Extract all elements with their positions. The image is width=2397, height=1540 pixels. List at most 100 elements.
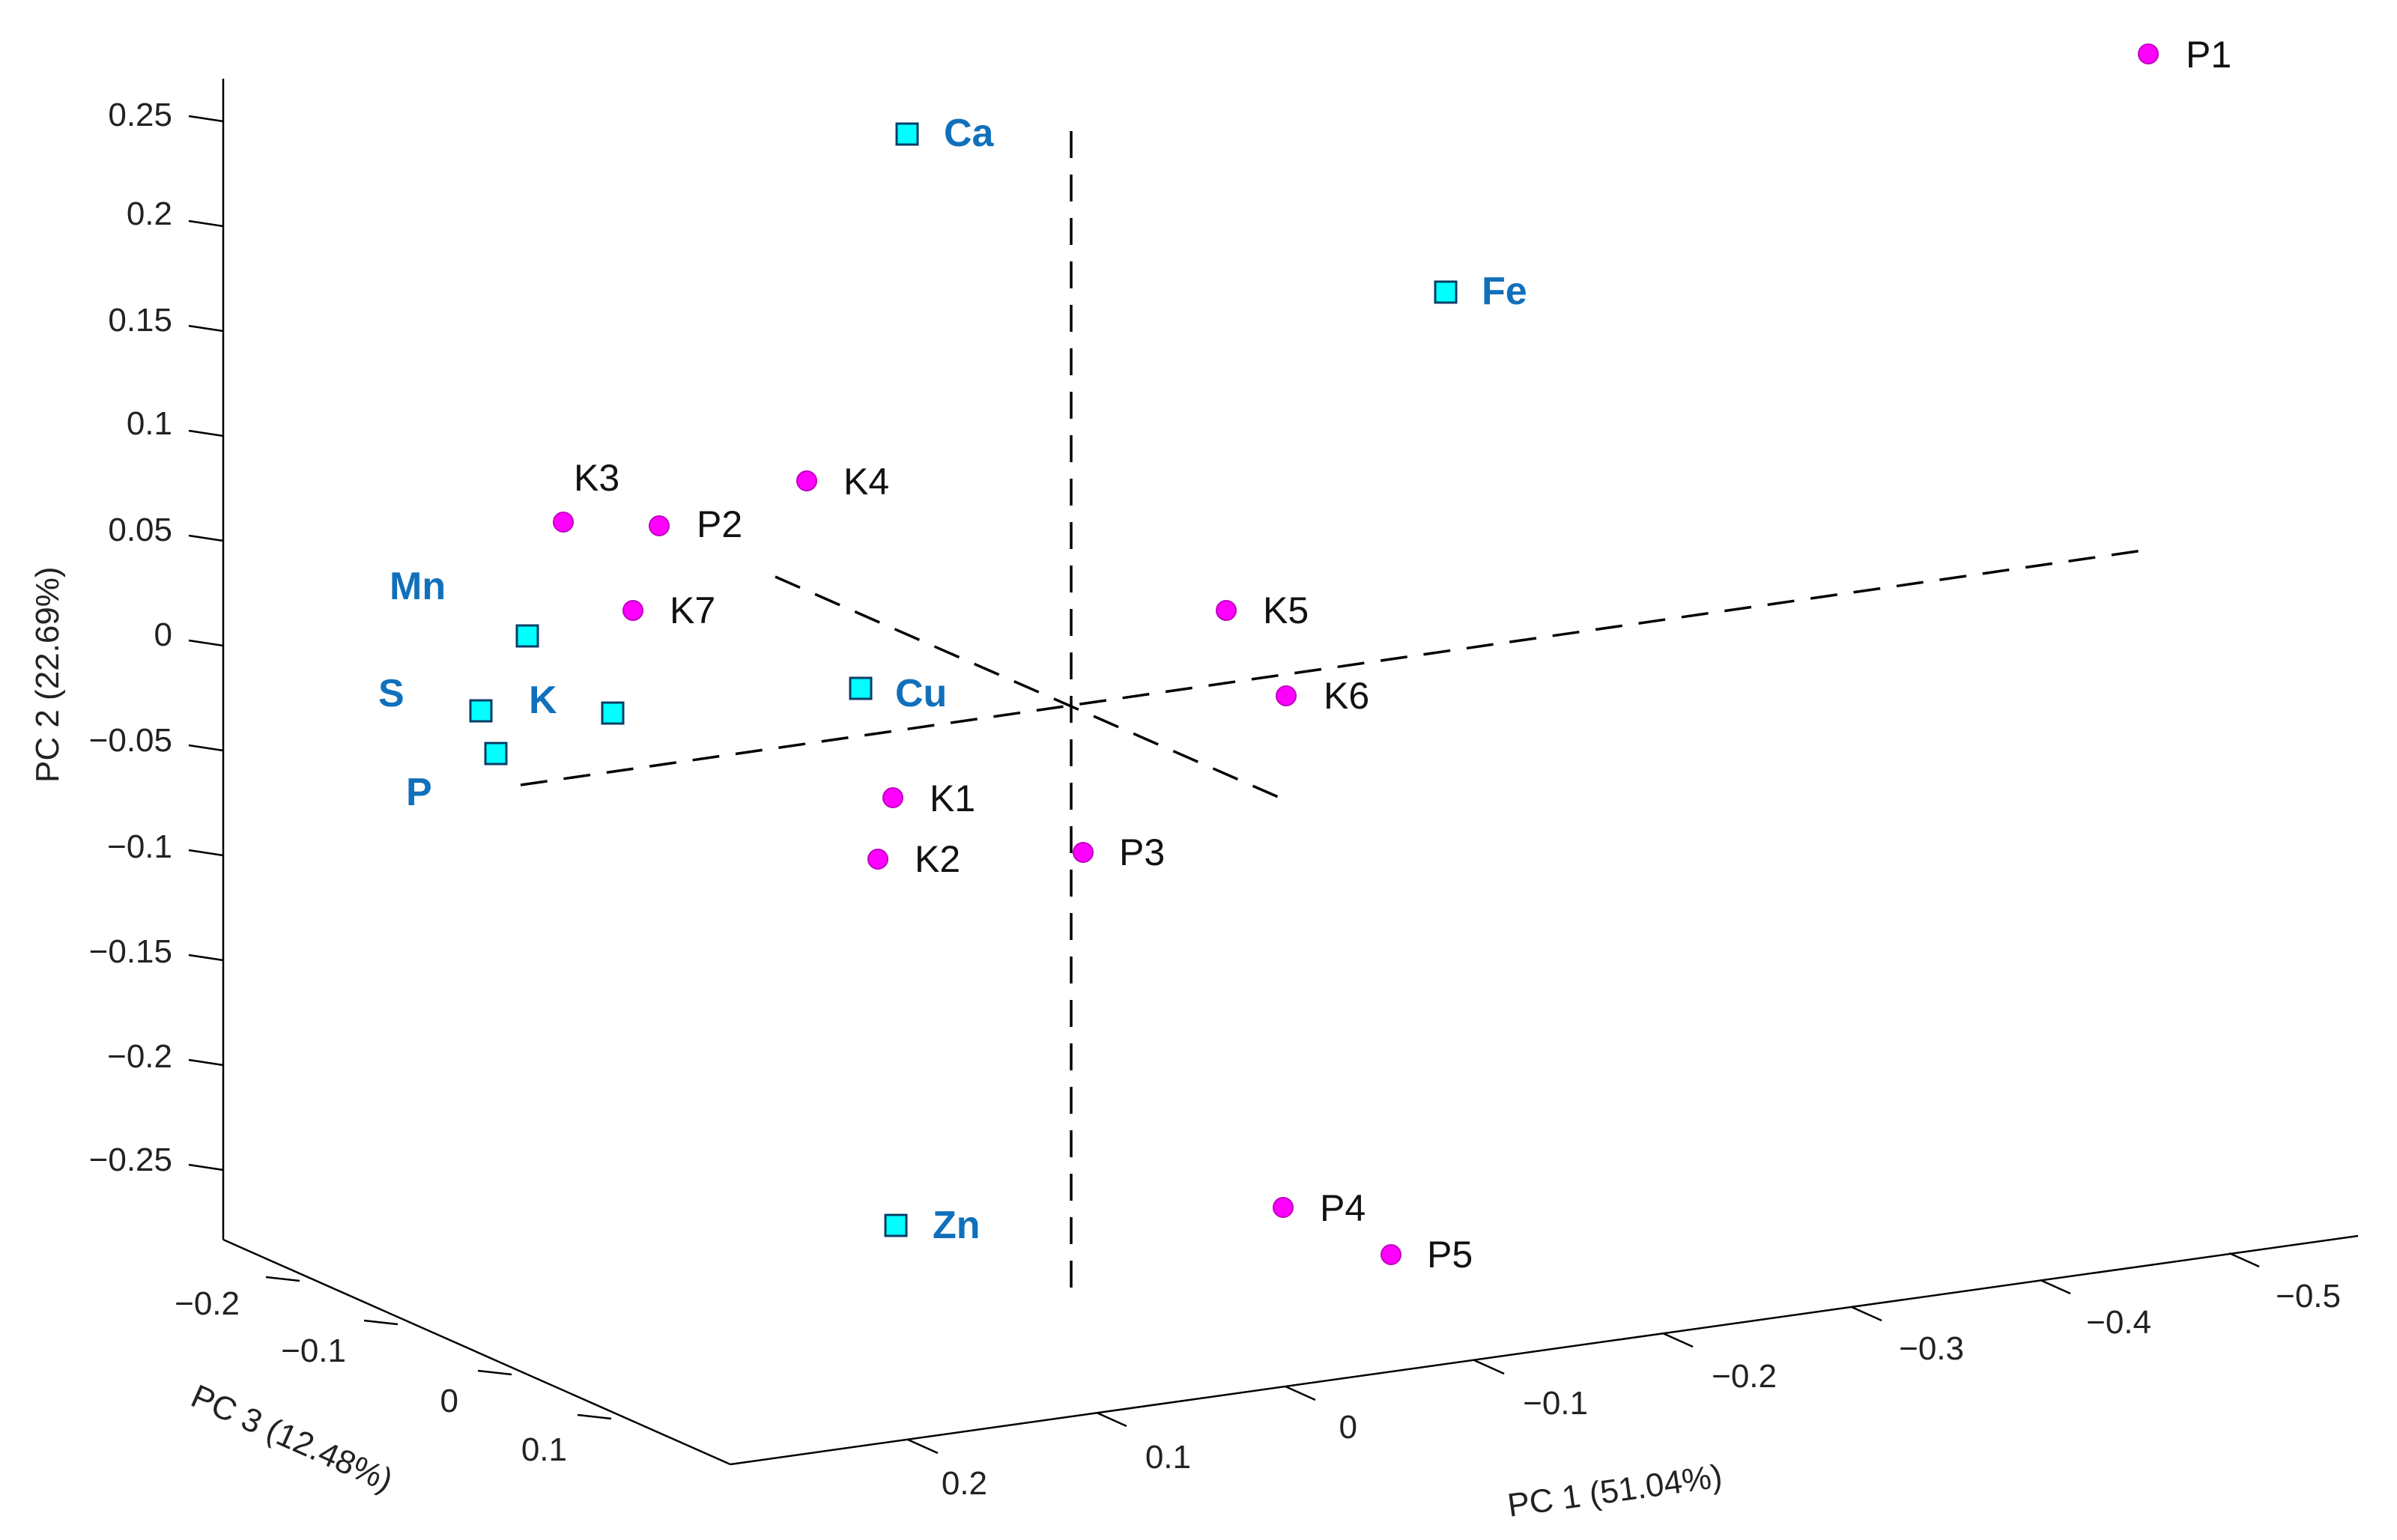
pc2-tick-label: 0.25 — [108, 97, 172, 133]
sample-point-k4 — [796, 470, 817, 491]
pc2-tick-label: 0.1 — [127, 405, 172, 442]
pc2-tick-mark — [188, 219, 224, 228]
pc2-tick-label: 0.15 — [108, 302, 172, 339]
pc3-tick-mark — [265, 1276, 300, 1282]
variable-label-s: S — [378, 672, 404, 715]
pc1-axis-title: PC 1 (51.04%) — [1506, 1458, 1725, 1524]
variable-point-ca — [895, 122, 919, 146]
pc2-tick-mark — [188, 954, 224, 962]
sample-point-k2 — [867, 849, 888, 870]
sample-label-p3: P3 — [1119, 831, 1165, 873]
pc1-tick-label: −0.1 — [1523, 1385, 1588, 1422]
sample-point-k7 — [622, 600, 643, 621]
pc2-ticks: 0.25 0.2 0.15 0.1 0.05 0 −0.05 −0.1 −0.1… — [89, 97, 224, 1178]
sample-point-p1 — [2138, 43, 2159, 64]
pc2-tick-label: −0.25 — [89, 1142, 172, 1178]
pc1-axis-line — [730, 1234, 2359, 1466]
pc3-axis-line — [222, 1238, 731, 1466]
variable-point-s — [469, 699, 493, 723]
sample-point-k6 — [1276, 685, 1297, 706]
pc3-axis-title: PC 3 (12.48%) — [186, 1377, 399, 1499]
variable-label-mn: Mn — [390, 565, 446, 608]
pc3-tick-mark — [477, 1369, 512, 1376]
axis-frame — [222, 79, 2359, 1466]
pc2-tick-mark — [188, 429, 224, 437]
sample-point-k1 — [882, 787, 903, 808]
pc2-tick-label: −0.1 — [107, 828, 172, 865]
pc3-tick-label: −0.2 — [175, 1285, 240, 1322]
pc2-tick-mark — [188, 534, 224, 542]
sample-points: P1 K3 P2 K4 K7 K5 K6 K1 K2 P3 P4 P5 — [553, 34, 2231, 1276]
sample-point-p3 — [1073, 842, 1094, 863]
pc2-tick-label: 0.2 — [127, 195, 172, 232]
variable-point-cu — [849, 676, 873, 700]
sample-point-k3 — [553, 512, 574, 533]
pc3-tick-label: 0 — [440, 1383, 458, 1419]
pc1-ticks: 0.2 0.1 0 −0.1 −0.2 −0.3 −0.4 −0.5 — [907, 1252, 2341, 1502]
sample-label-k4: K4 — [843, 461, 889, 503]
sample-point-p4 — [1273, 1197, 1294, 1218]
sample-label-k7: K7 — [670, 589, 715, 631]
variable-label-fe: Fe — [1482, 270, 1527, 313]
pc1-tick-mark — [1096, 1411, 1127, 1428]
pc3-tick-mark — [363, 1319, 399, 1326]
variable-label-p: P — [406, 771, 432, 814]
sample-label-p5: P5 — [1427, 1234, 1473, 1276]
variable-points: Ca Fe Mn S K P Cu Zn — [378, 112, 1527, 1247]
sample-label-k3: K3 — [574, 457, 619, 499]
pc1-tick-mark — [1473, 1359, 1505, 1375]
variable-label-zn: Zn — [933, 1204, 981, 1247]
variable-label-cu: Cu — [895, 672, 947, 715]
pc1-tick-mark — [1851, 1306, 1882, 1322]
pc2-tick-label: −0.15 — [89, 933, 172, 970]
sample-point-p2 — [649, 515, 670, 536]
pc1-tick-label: −0.3 — [1899, 1330, 1964, 1367]
sample-label-p4: P4 — [1320, 1187, 1366, 1229]
sample-point-k5 — [1216, 600, 1237, 621]
sample-label-p1: P1 — [2186, 34, 2231, 76]
pc2-tick-mark — [188, 115, 224, 123]
pc3-tick-label: −0.1 — [281, 1333, 346, 1369]
sample-label-k5: K5 — [1263, 589, 1309, 631]
pc1-tick-mark — [1285, 1385, 1316, 1401]
pc3-tick-label: 0.1 — [521, 1431, 567, 1468]
pc2-tick-mark — [188, 1058, 224, 1067]
pc1-tick-label: −0.5 — [2276, 1278, 2341, 1315]
sample-label-k1: K1 — [930, 777, 975, 819]
variable-label-k: K — [529, 679, 557, 722]
pc2-tick-label: 0 — [154, 616, 172, 653]
variable-point-zn — [884, 1213, 908, 1237]
variable-point-p — [484, 742, 508, 766]
pc2-tick-label: 0.05 — [108, 512, 172, 548]
sample-label-p2: P2 — [697, 503, 742, 545]
origin-axis-pc1 — [520, 549, 2143, 786]
pc3-tick-mark — [577, 1413, 612, 1420]
pc1-tick-label: −0.2 — [1712, 1358, 1777, 1395]
sample-label-k6: K6 — [1324, 675, 1369, 717]
pc1-tick-mark — [907, 1438, 939, 1455]
pc1-tick-mark — [2228, 1252, 2260, 1268]
origin-axes — [520, 131, 2143, 1288]
sample-label-k2: K2 — [915, 838, 960, 880]
pc1-tick-mark — [2040, 1279, 2071, 1295]
pc1-tick-label: 0.2 — [942, 1465, 987, 1502]
pc2-tick-mark — [188, 639, 224, 647]
pc2-tick-label: −0.2 — [107, 1038, 172, 1075]
pc1-tick-label: 0 — [1339, 1409, 1357, 1446]
pc2-tick-mark — [188, 744, 224, 752]
variable-point-k — [601, 701, 625, 725]
pc1-tick-label: 0.1 — [1145, 1439, 1191, 1476]
pc2-tick-mark — [188, 324, 224, 333]
pc1-tick-label: −0.4 — [2086, 1304, 2151, 1341]
pc2-axis-title: PC 2 (22.69%) — [29, 566, 66, 783]
variable-label-ca: Ca — [944, 112, 995, 155]
pc2-tick-label: −0.05 — [89, 722, 172, 759]
sample-point-p5 — [1381, 1244, 1401, 1265]
pc1-tick-mark — [1662, 1332, 1694, 1348]
variable-point-mn — [515, 624, 539, 648]
variable-point-fe — [1434, 280, 1458, 304]
pc3-ticks: −0.2 −0.1 0 0.1 — [175, 1276, 612, 1468]
origin-axis-pc3 — [775, 575, 1289, 803]
pc2-tick-mark — [188, 1163, 224, 1171]
